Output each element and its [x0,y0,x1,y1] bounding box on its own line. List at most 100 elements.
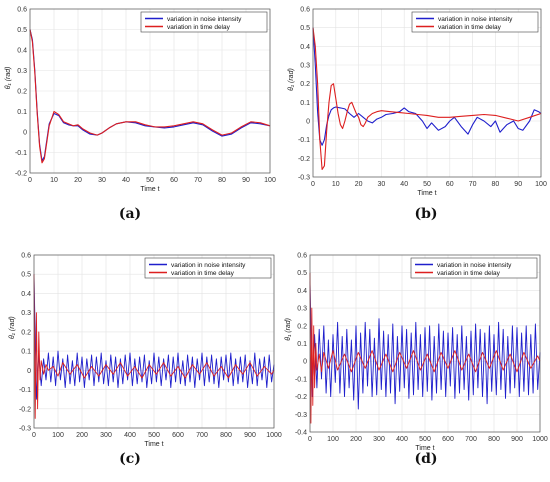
panel-caption: (c) [119,451,141,467]
y-tick-label: -0.2 [298,156,310,163]
y-tick-label: 0.6 [297,253,307,260]
x-tick-label: 400 [396,436,408,443]
x-tick-label: 60 [170,177,178,184]
x-tick-label: 300 [373,436,385,443]
x-tick-label: 700 [196,432,208,439]
x-tick-label: 700 [465,436,477,443]
x-tick-label: 40 [122,177,130,184]
legend-box [410,257,538,279]
x-tick-label: 10 [332,181,340,188]
y-tick-label: 0.2 [300,81,310,88]
series-line-time-delay [29,29,271,164]
x-tick-label: 200 [350,436,362,443]
legend-box [144,257,272,279]
y-tick-label: 0.5 [297,270,307,277]
y-tick-label: 0 [27,368,31,375]
legend-entry: variation in time delay [167,24,231,31]
x-tick-label: 800 [488,436,500,443]
x-tick-label: 20 [74,177,82,184]
x-tick-label: 30 [378,181,386,188]
y-tick-label: 0.4 [17,48,27,55]
panel-3: 0 100 200 300 400 500 600 700 800 900 1000 -0.3 -0.2… [9,253,282,468]
x-tick-label: 0 [308,436,312,443]
panel-1: 0 10 20 30 40 50 60 70 80 90 100 -0.2 -0.1 0 0.1 0.2 0.3… [5,7,276,223]
x-tick-label: 500 [419,436,431,443]
y-axis-label: θ₁ (rad) [9,316,16,339]
y-tick-label: 0.4 [21,291,31,298]
panels-group: 0 10 20 30 40 50 60 70 80 90 100-0.2-0.100.10.20.3… [5,7,548,468]
y-tick-label: 0.1 [17,109,27,116]
y-tick-label: -0.2 [295,394,307,401]
x-tick-label: 1000 [532,436,548,443]
x-tick-label: 100 [327,436,339,443]
x-tick-label: 600 [172,432,184,439]
y-tick-label: -0.2 [15,171,27,178]
y-tick-label: -0.1 [19,387,31,394]
legend-box [140,11,268,33]
y-tick-label: 0.6 [300,7,310,14]
legend-entry: variation in noise intensity [167,16,242,23]
y-tick-label: 0.6 [17,7,27,14]
panel-caption: (a) [119,206,141,222]
x-tick-label: 0 [311,181,315,188]
y-tick-label: -0.1 [295,376,307,383]
y-tick-label: -0.4 [295,430,307,437]
x-tick-label: 100 [264,177,276,184]
x-tick-label: 40 [400,181,408,188]
panel-2: 0 10 20 30 40 50 60 70 80 90 100 -0.3 -0.2 -0.1 0 0.1 0.… [288,7,547,223]
legend-entry: variation in time delay [438,24,502,31]
y-tick-label: 0.6 [21,253,31,260]
y-tick-label: -0.3 [19,426,31,433]
x-axis-label: Time t [140,186,159,193]
y-tick-label: 0.1 [300,100,310,107]
series-line-noise-intensity [309,281,541,410]
y-tick-label: 0.1 [297,341,307,348]
plot-frame [29,8,271,174]
y-tick-label: 0.4 [300,44,310,51]
legend-box [411,11,539,33]
x-tick-label: 800 [220,432,232,439]
x-tick-label: 10 [50,177,58,184]
series-line-time-delay [33,274,275,419]
x-tick-label: 90 [242,177,250,184]
x-axis-label: Time t [417,190,436,197]
x-tick-label: 900 [244,432,256,439]
x-tick-label: 80 [218,177,226,184]
x-tick-label: 50 [146,177,154,184]
x-tick-label: 900 [511,436,523,443]
series-line-time-delay [309,272,541,424]
series-line-noise-intensity [33,274,275,400]
plot-frame [309,254,541,433]
x-axis-label: Time t [415,445,434,452]
x-tick-label: 70 [194,177,202,184]
y-tick-label: 0.5 [21,272,31,279]
y-tick-label: 0.1 [21,349,31,356]
y-tick-label: 0.2 [21,329,31,336]
y-tick-label: 0.2 [17,89,27,96]
y-axis-label: θ₁ (rad) [5,67,12,90]
y-tick-label: -0.1 [15,150,27,157]
panel-4: 0 100 200 300 400 500 600 700 800 900 1000 -0.4 -0.3… [285,253,548,468]
x-tick-label: 100 [535,181,547,188]
y-tick-label: 0.2 [297,323,307,330]
x-tick-label: 30 [98,177,106,184]
x-tick-label: 100 [52,432,64,439]
legend-entry: variation in noise intensity [438,16,513,23]
y-tick-label: 0.3 [297,306,307,313]
panel-caption: (b) [414,206,437,222]
y-tick-label: 0.3 [21,310,31,317]
x-tick-label: 600 [442,436,454,443]
legend-entry: variation in noise intensity [171,262,246,269]
y-tick-label: -0.3 [298,175,310,182]
panel-caption: (d) [414,451,437,467]
y-tick-label: 0 [23,130,27,137]
x-tick-label: 20 [355,181,363,188]
y-tick-label: 0.4 [297,288,307,295]
y-tick-label: -0.1 [298,137,310,144]
series-line-time-delay [312,27,542,171]
legend-entry: variation in time delay [171,270,235,277]
legend-entry: variation in noise intensity [437,262,512,269]
y-axis-label: θ₁ (rad) [285,318,292,341]
y-tick-label: -0.3 [295,412,307,419]
